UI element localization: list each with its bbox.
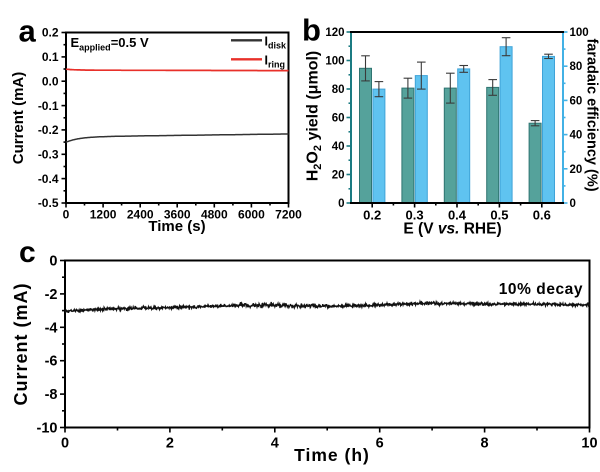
svg-text:40: 40: [332, 141, 345, 153]
svg-text:0: 0: [61, 436, 69, 452]
svg-text:Time (h): Time (h): [294, 445, 370, 465]
svg-text:60: 60: [570, 95, 583, 107]
svg-text:-0.5: -0.5: [38, 196, 59, 210]
svg-text:Time (s): Time (s): [148, 218, 205, 235]
svg-text:20: 20: [570, 164, 583, 176]
svg-text:120: 120: [325, 27, 344, 39]
svg-text:0.3: 0.3: [406, 208, 424, 223]
svg-text:4: 4: [271, 436, 279, 452]
svg-text:80: 80: [570, 61, 583, 73]
svg-text:H2O2 yield (μmol): H2O2 yield (μmol): [305, 51, 325, 182]
svg-text:8: 8: [481, 436, 489, 452]
svg-text:0.4: 0.4: [448, 208, 467, 223]
svg-text:-10: -10: [37, 421, 58, 437]
svg-text:40: 40: [570, 130, 583, 142]
svg-text:-0.3: -0.3: [38, 148, 59, 162]
svg-text:60: 60: [332, 113, 345, 125]
svg-text:-2: -2: [45, 287, 58, 303]
svg-text:10% decay: 10% decay: [499, 281, 583, 298]
svg-text:0.1: 0.1: [42, 50, 59, 64]
svg-text:10: 10: [581, 436, 597, 452]
svg-text:0.2: 0.2: [363, 208, 381, 223]
svg-text:0: 0: [63, 208, 70, 222]
svg-text:0: 0: [338, 198, 344, 210]
svg-text:6000: 6000: [238, 208, 265, 222]
svg-text:2400: 2400: [127, 208, 154, 222]
svg-text:0: 0: [49, 254, 57, 270]
svg-text:Current (mA): Current (mA): [10, 72, 27, 165]
svg-text:3600: 3600: [164, 208, 191, 222]
svg-text:0.5: 0.5: [490, 208, 508, 223]
svg-text:4800: 4800: [201, 208, 228, 222]
svg-text:7200: 7200: [275, 208, 302, 222]
svg-text:a: a: [19, 14, 37, 49]
svg-text:1200: 1200: [90, 208, 117, 222]
svg-text:6: 6: [376, 436, 384, 452]
svg-text:-0.1: -0.1: [38, 99, 59, 113]
svg-text:0.2: 0.2: [42, 26, 59, 40]
svg-text:c: c: [19, 236, 36, 269]
svg-text:80: 80: [332, 84, 345, 96]
svg-text:100: 100: [325, 56, 344, 68]
svg-text:0.6: 0.6: [533, 208, 551, 223]
svg-text:b: b: [302, 13, 321, 48]
svg-text:100: 100: [570, 27, 589, 39]
svg-text:-0.2: -0.2: [38, 123, 59, 137]
svg-text:E (V vs. RHE): E (V vs. RHE): [403, 221, 501, 238]
svg-text:0: 0: [570, 198, 576, 210]
svg-text:20: 20: [332, 170, 345, 182]
svg-text:faradaic efficiency (%): faradaic efficiency (%): [584, 38, 600, 191]
svg-text:2: 2: [166, 436, 174, 452]
svg-text:0.0: 0.0: [42, 74, 59, 88]
svg-text:-0.4: -0.4: [38, 172, 59, 186]
svg-text:Current (mA): Current (mA): [11, 283, 31, 406]
svg-text:-6: -6: [45, 354, 58, 370]
svg-text:-8: -8: [45, 387, 58, 403]
svg-text:-4: -4: [45, 320, 58, 336]
